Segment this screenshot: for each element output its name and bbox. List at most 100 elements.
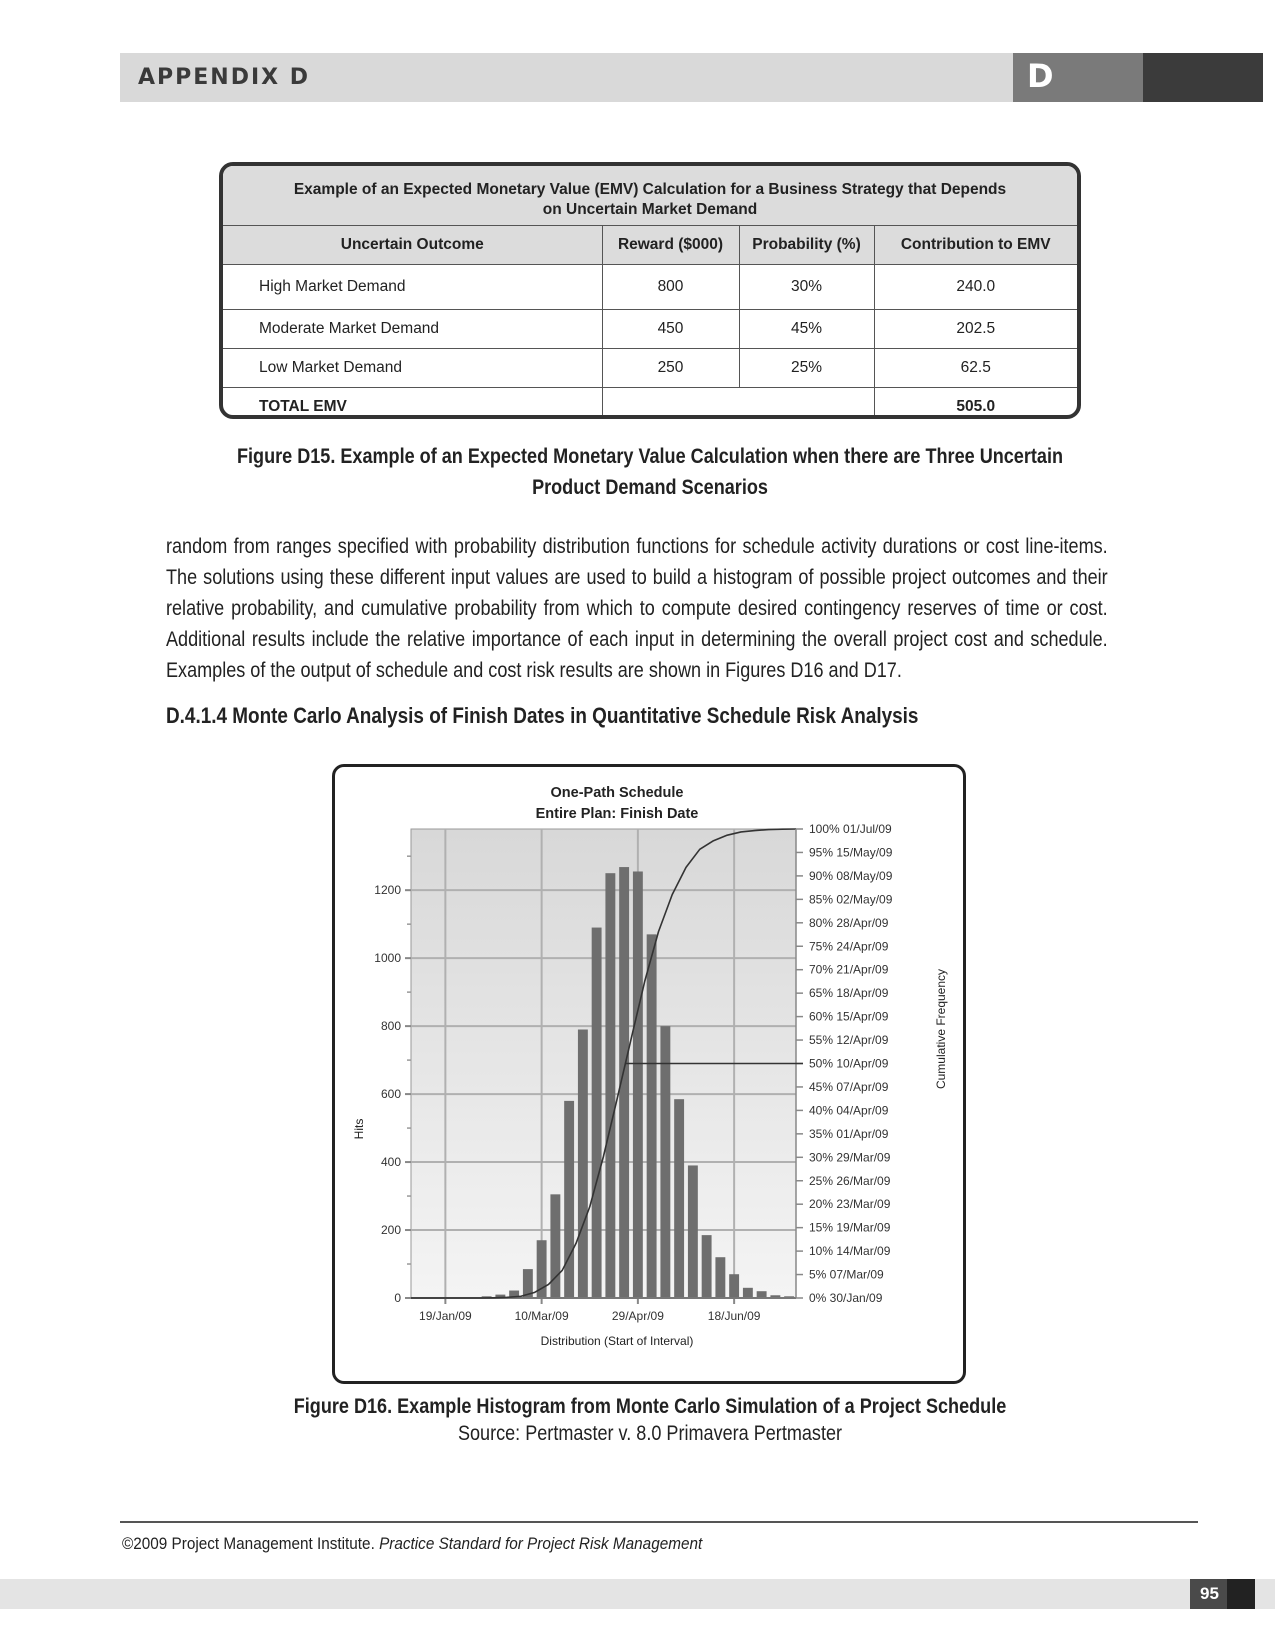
page-number-dark-block bbox=[1227, 1579, 1255, 1609]
figure-d15-line1: Figure D15. Example of an Expected Monet… bbox=[236, 445, 1063, 468]
cumulative-label: 10% 14/Mar/09 bbox=[809, 1244, 891, 1258]
cumulative-curve bbox=[411, 828, 797, 1299]
copyright-text: ©2009 Project Management Institute. bbox=[122, 1534, 380, 1553]
y-tick-label: 0 bbox=[394, 1291, 401, 1305]
y-tick-label: 400 bbox=[381, 1155, 401, 1169]
appendix-letter-box: D bbox=[1013, 53, 1263, 102]
probability-cell: 25% bbox=[739, 348, 875, 388]
x-axis-label: Distribution (Start of Interval) bbox=[541, 1334, 694, 1348]
cumulative-label: 40% 04/Apr/09 bbox=[809, 1103, 889, 1117]
x-tick-label: 19/Jan/09 bbox=[419, 1309, 472, 1323]
cumulative-label: 75% 24/Apr/09 bbox=[809, 939, 889, 953]
col-header-reward: Reward ($000) bbox=[602, 226, 740, 265]
histogram-bar bbox=[729, 1274, 740, 1298]
contribution-cell: 62.5 bbox=[874, 348, 1077, 388]
chart-svg: One-Path Schedule Entire Plan: Finish Da… bbox=[352, 785, 948, 1348]
histogram-bar bbox=[756, 1291, 767, 1298]
histogram-bar bbox=[536, 1240, 547, 1298]
y-tick-label: 200 bbox=[381, 1223, 401, 1237]
cumulative-label: 70% 21/Apr/09 bbox=[809, 963, 889, 977]
emv-caption-line2: on Uncertain Market Demand bbox=[542, 201, 758, 218]
cumulative-label: 30% 29/Mar/09 bbox=[809, 1150, 891, 1164]
cumulative-label: 50% 10/Apr/09 bbox=[809, 1057, 889, 1071]
cumulative-label: 5% 07/Mar/09 bbox=[809, 1268, 884, 1282]
cumulative-label: 20% 23/Mar/09 bbox=[809, 1197, 891, 1211]
total-empty-cell bbox=[602, 387, 875, 415]
cumulative-label: 85% 02/May/09 bbox=[809, 892, 893, 906]
total-label: TOTAL EMV bbox=[223, 387, 603, 415]
histogram-bar bbox=[591, 927, 602, 1298]
col-header-probability: Probability (%) bbox=[739, 226, 875, 265]
probability-cell: 30% bbox=[739, 264, 875, 310]
chart-title: One-Path Schedule bbox=[551, 785, 684, 801]
outcome-cell: Low Market Demand bbox=[223, 348, 603, 388]
table-row: High Market Demand 800 30% 240.0 bbox=[223, 264, 1077, 310]
outcome-cell: Moderate Market Demand bbox=[223, 309, 603, 349]
figure-d15-caption: Figure D15. Example of an Expected Monet… bbox=[203, 441, 1097, 503]
x-tick-label: 18/Jun/09 bbox=[708, 1309, 761, 1323]
histogram-bar bbox=[687, 1165, 698, 1298]
cumulative-label: 15% 19/Mar/09 bbox=[809, 1221, 891, 1235]
cumulative-label: 45% 07/Apr/09 bbox=[809, 1080, 889, 1094]
x-tick-label: 10/Mar/09 bbox=[515, 1309, 569, 1323]
y-tick-label: 800 bbox=[381, 1019, 401, 1033]
contribution-cell: 240.0 bbox=[874, 264, 1077, 310]
histogram-bar bbox=[619, 867, 630, 1298]
cumulative-label: 25% 26/Mar/09 bbox=[809, 1174, 891, 1188]
histogram-bar bbox=[770, 1295, 781, 1298]
appendix-title: APPENDIX D bbox=[138, 65, 311, 90]
table-row: Low Market Demand 250 25% 62.5 bbox=[223, 348, 1077, 388]
histogram-bar bbox=[742, 1287, 753, 1298]
col-header-outcome: Uncertain Outcome bbox=[223, 226, 603, 265]
page-number-box: 95 bbox=[1190, 1579, 1255, 1609]
histogram-bar bbox=[674, 1099, 685, 1298]
emv-caption-line1: Example of an Expected Monetary Value (E… bbox=[293, 181, 1007, 198]
table-row: Moderate Market Demand 450 45% 202.5 bbox=[223, 309, 1077, 349]
page-band bbox=[0, 1579, 1275, 1609]
y-tick-label: 1200 bbox=[374, 883, 401, 897]
page-header: APPENDIX D D bbox=[120, 53, 1275, 102]
y-tick-label: 600 bbox=[381, 1087, 401, 1101]
reward-cell: 250 bbox=[602, 348, 740, 388]
histogram-bar bbox=[495, 1294, 506, 1298]
histogram-bar bbox=[701, 1235, 712, 1298]
histogram-bar bbox=[522, 1269, 533, 1298]
cumulative-label: 35% 01/Apr/09 bbox=[809, 1127, 889, 1141]
footer-rule bbox=[120, 1521, 1198, 1523]
header-dark-block bbox=[1143, 53, 1263, 102]
cumulative-label: 80% 28/Apr/09 bbox=[809, 916, 889, 930]
emv-table-caption: Example of an Expected Monetary Value (E… bbox=[223, 166, 1077, 226]
total-row: TOTAL EMV 505.0 bbox=[223, 387, 1077, 415]
body-paragraph: random from ranges specified with probab… bbox=[166, 535, 1108, 682]
header-band: APPENDIX D bbox=[120, 53, 1013, 102]
footer-copyright: ©2009 Project Management Institute. Prac… bbox=[122, 1534, 702, 1554]
reward-cell: 450 bbox=[602, 309, 740, 349]
emv-table: Example of an Expected Monetary Value (E… bbox=[219, 162, 1081, 419]
emv-grid: Uncertain Outcome Reward ($000) Probabil… bbox=[223, 226, 1077, 415]
contribution-cell: 202.5 bbox=[874, 309, 1077, 349]
reward-cell: 800 bbox=[602, 264, 740, 310]
figure-d16-caption: Figure D16. Example Histogram from Monte… bbox=[293, 1395, 1007, 1418]
cumulative-label: 90% 08/May/09 bbox=[809, 869, 893, 883]
page-number: 95 bbox=[1200, 1584, 1219, 1603]
histogram-chart: One-Path Schedule Entire Plan: Finish Da… bbox=[332, 764, 966, 1384]
x-tick-label: 29/Apr/09 bbox=[612, 1309, 664, 1323]
histogram-bar bbox=[564, 1100, 575, 1298]
histogram-bar bbox=[605, 873, 616, 1298]
histogram-bar bbox=[660, 1026, 671, 1298]
section-heading: D.4.1.4 Monte Carlo Analysis of Finish D… bbox=[166, 703, 919, 728]
cumulative-label: 65% 18/Apr/09 bbox=[809, 986, 889, 1000]
figure-d15-line2: Product Demand Scenarios bbox=[532, 476, 768, 499]
col-header-contribution: Contribution to EMV bbox=[874, 226, 1077, 265]
outcome-cell: High Market Demand bbox=[223, 264, 603, 310]
cumulative-label: 95% 15/May/09 bbox=[809, 845, 893, 859]
emv-header-row: Uncertain Outcome Reward ($000) Probabil… bbox=[223, 226, 1077, 265]
histogram-bar bbox=[577, 1029, 588, 1298]
book-title: Practice Standard for Project Risk Manag… bbox=[379, 1534, 703, 1553]
histogram-bar bbox=[509, 1290, 520, 1298]
chart-subtitle: Entire Plan: Finish Date bbox=[536, 806, 699, 822]
total-value: 505.0 bbox=[956, 398, 996, 415]
cumulative-label: 60% 15/Apr/09 bbox=[809, 1010, 889, 1024]
figure-d16-source: Source: Pertmaster v. 8.0 Primavera Pert… bbox=[457, 1422, 843, 1445]
histogram-bar bbox=[646, 934, 657, 1298]
